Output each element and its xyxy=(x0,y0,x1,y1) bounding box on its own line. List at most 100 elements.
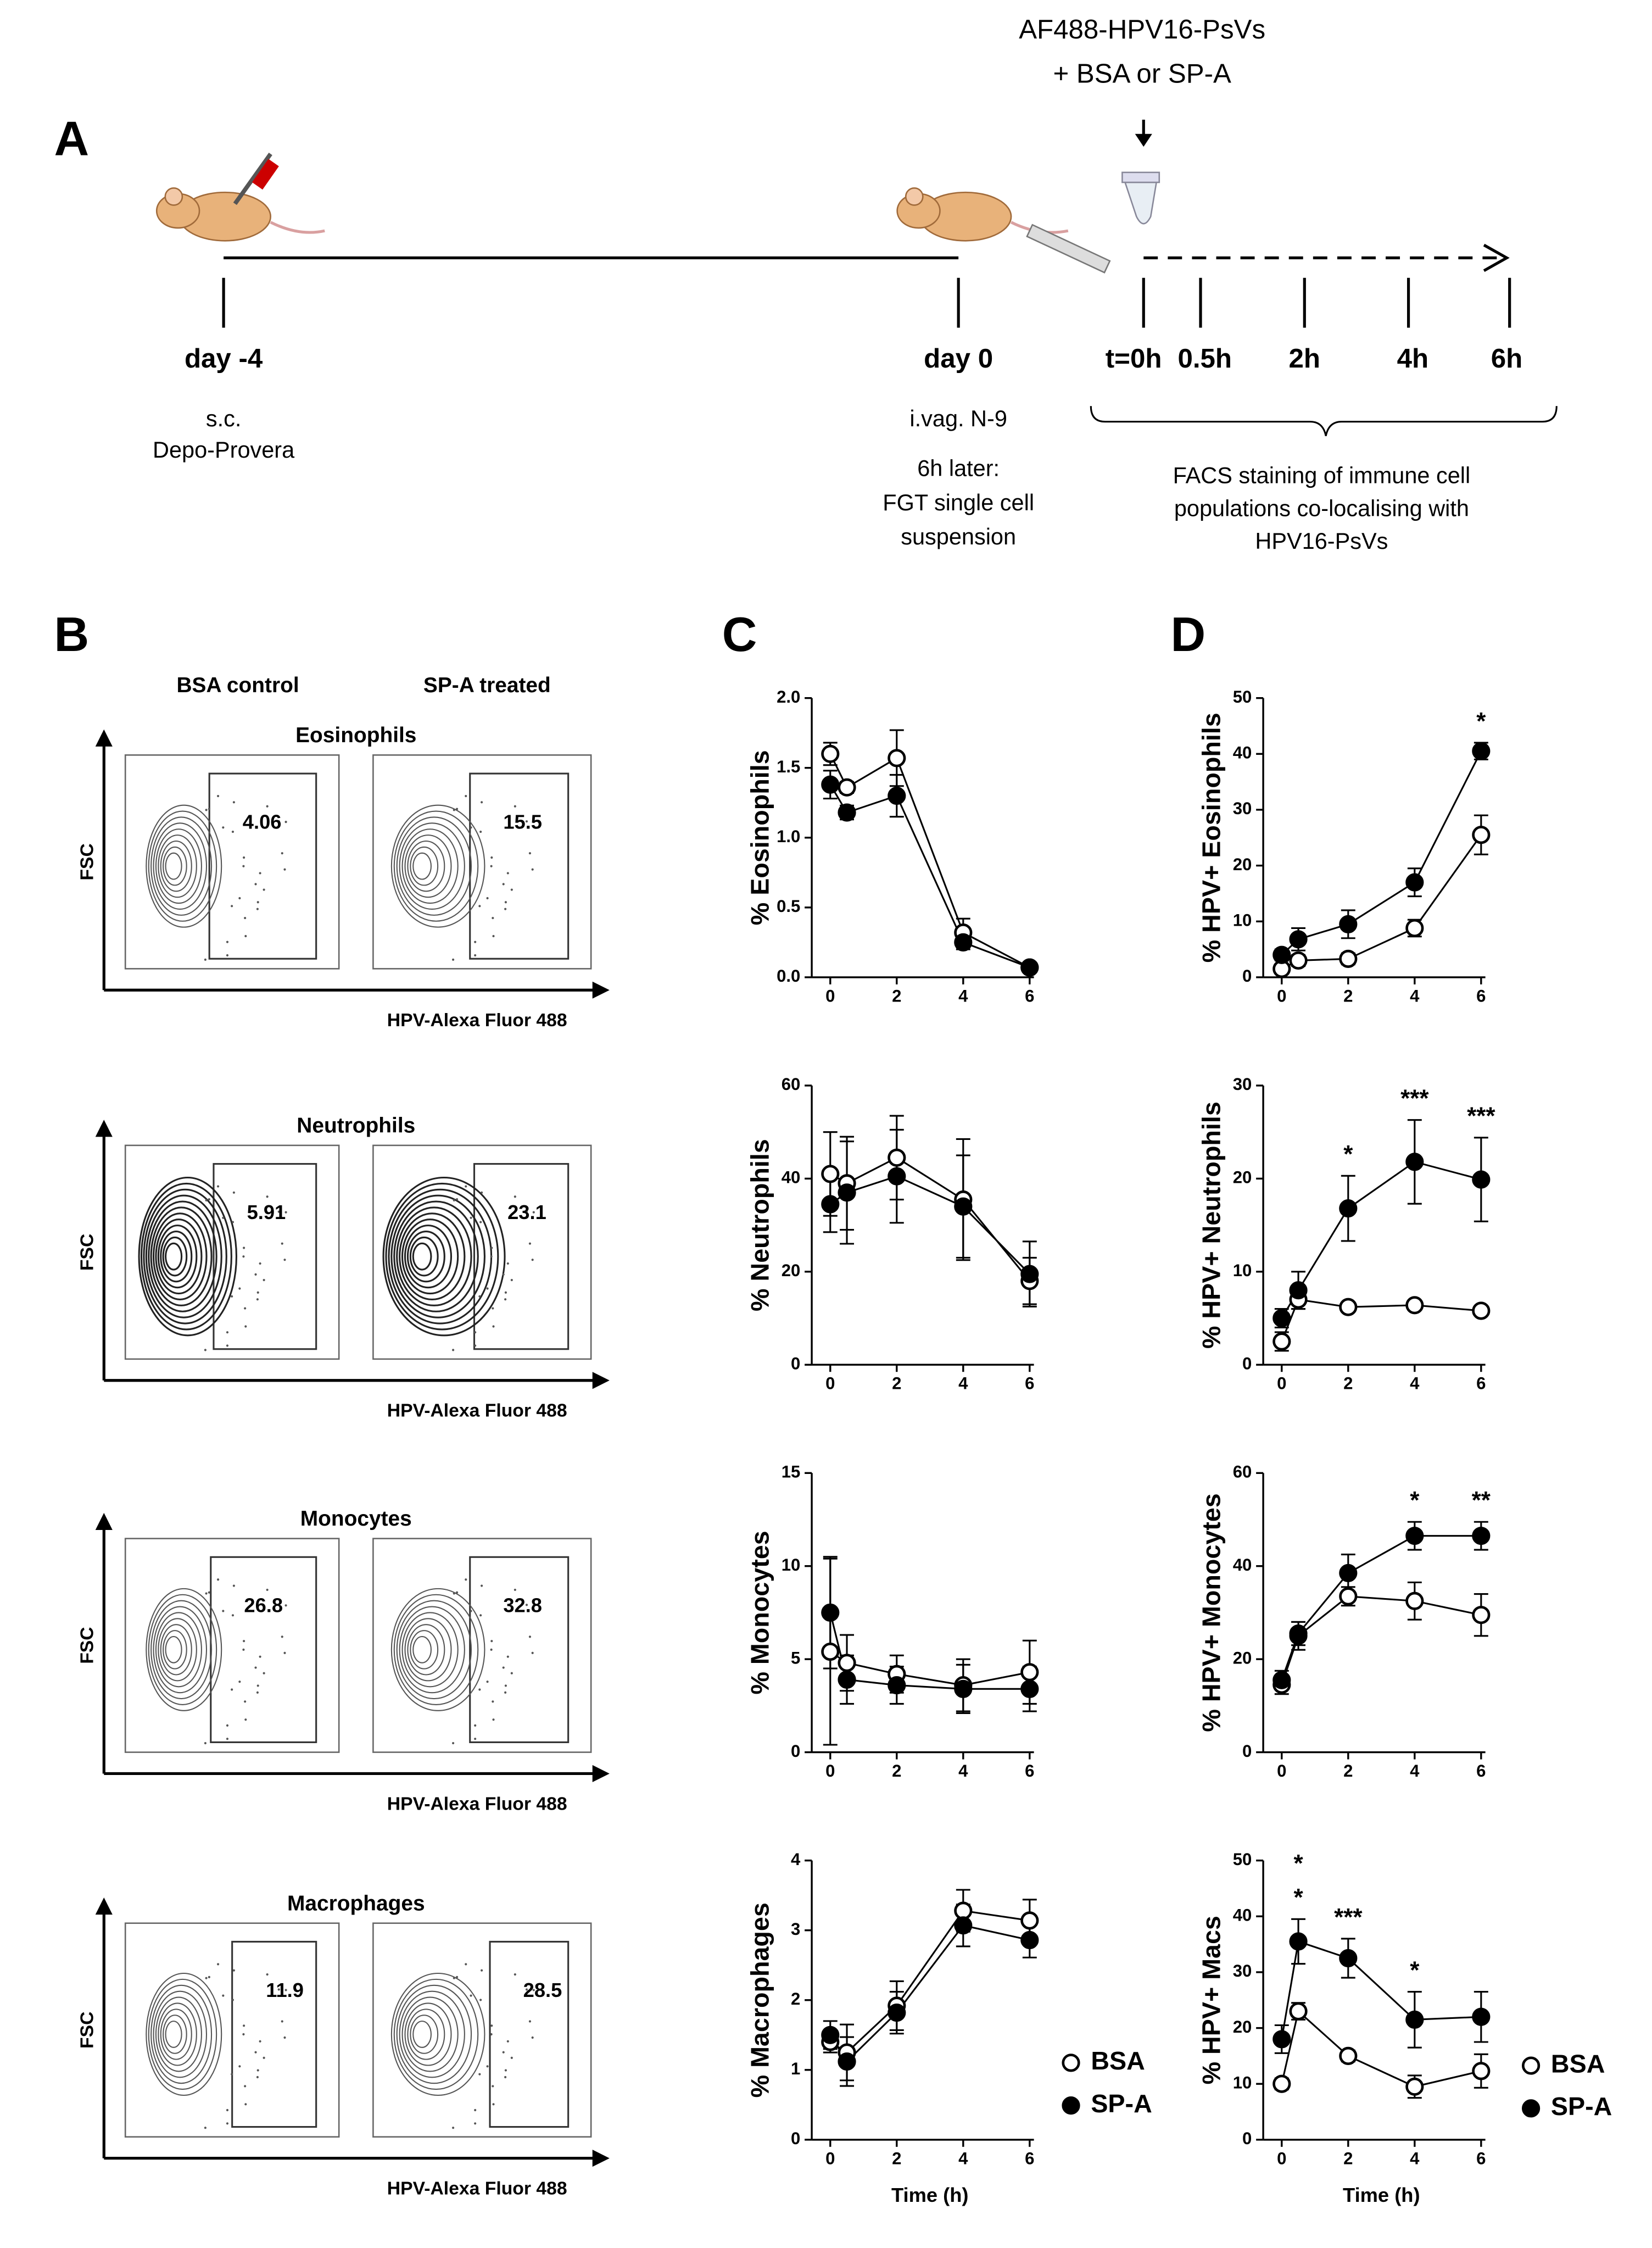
marker xyxy=(821,1603,840,1622)
event-dot xyxy=(204,1349,206,1351)
y-tick-label: 10 xyxy=(1233,2073,1252,2092)
note: i.vag. N-9 xyxy=(909,405,1007,431)
marker xyxy=(838,1670,856,1689)
event-dot xyxy=(244,2085,247,2088)
marker xyxy=(1472,1527,1491,1545)
contour xyxy=(148,810,217,922)
x-label: HPV-Alexa Fluor 488 xyxy=(387,1400,567,1421)
y-tick-label: 30 xyxy=(1233,799,1252,818)
note: HPV16-PsVs xyxy=(1255,528,1388,554)
axis-arrow xyxy=(592,1372,610,1389)
row-title: Neutrophils xyxy=(297,1114,415,1137)
axis-arrow xyxy=(95,729,113,747)
marker xyxy=(954,1197,973,1216)
event-dot xyxy=(492,2103,495,2106)
marker xyxy=(1273,1309,1291,1328)
event-dot xyxy=(532,1604,535,1607)
y-tick-label: 30 xyxy=(1233,1961,1252,1980)
contour xyxy=(407,2008,445,2060)
x-tick-label: 2 xyxy=(1343,986,1353,1005)
event-dot xyxy=(277,1604,280,1606)
event-dot xyxy=(490,1247,493,1249)
contour xyxy=(393,810,479,922)
gate-value: 23.1 xyxy=(507,1201,546,1223)
y-axis-label: % Monocytes xyxy=(746,1531,774,1694)
contour xyxy=(160,1230,193,1283)
x-tick-label: 0 xyxy=(825,986,835,1005)
contour xyxy=(390,1588,485,1711)
x-tick-label: 0 xyxy=(825,2149,835,2168)
event-dot xyxy=(486,897,489,900)
row-title: Macrophages xyxy=(287,1891,425,1915)
marker xyxy=(888,1167,906,1186)
event-dot xyxy=(492,934,495,938)
significance: *** xyxy=(1467,1103,1495,1129)
event-dot xyxy=(256,2069,259,2072)
contour xyxy=(157,1225,198,1289)
event-dot xyxy=(479,1614,482,1617)
contour xyxy=(143,1188,227,1325)
event-dot xyxy=(486,2065,489,2068)
contour xyxy=(160,840,192,892)
event-dot xyxy=(263,888,265,891)
event-dot xyxy=(283,2036,286,2039)
column-header: SP-A treated xyxy=(423,674,551,697)
x-tick-label: 6 xyxy=(1025,1761,1034,1780)
column-header: BSA control xyxy=(176,674,299,697)
x-tick-label: 6 xyxy=(1025,2149,1034,2168)
contour xyxy=(155,1612,202,1688)
event-dot xyxy=(525,1210,528,1213)
series-line xyxy=(829,1651,1030,1687)
gate xyxy=(210,1556,317,1743)
axis-arrow xyxy=(95,1512,113,1531)
marker xyxy=(1273,945,1291,964)
event-dot xyxy=(528,852,532,855)
event-dot xyxy=(254,883,257,886)
event-dot xyxy=(284,821,287,823)
event-dot xyxy=(244,1700,247,1703)
event-dot xyxy=(216,1185,220,1188)
event-dot xyxy=(514,805,516,808)
contour xyxy=(165,1242,183,1271)
legend-label: BSA xyxy=(1091,2046,1145,2075)
x-tick-label: 0 xyxy=(825,1761,835,1780)
contour xyxy=(396,1600,472,1700)
contour xyxy=(163,846,187,886)
event-dot xyxy=(226,1344,229,1347)
note: suspension xyxy=(901,524,1016,549)
significance: * xyxy=(1293,1850,1303,1877)
significance: * xyxy=(1476,708,1486,735)
event-dot xyxy=(244,1307,247,1310)
contour xyxy=(404,1618,452,1682)
x-tick-label: 2 xyxy=(892,2149,901,2168)
event-dot xyxy=(504,1691,507,1694)
event-dot xyxy=(492,2085,494,2088)
event-dot xyxy=(465,1963,467,1966)
x-tick-label: 0 xyxy=(1277,2149,1286,2168)
event-dot xyxy=(277,820,280,823)
event-dot xyxy=(231,2073,233,2075)
event-dot xyxy=(254,2051,257,2054)
event-dot xyxy=(244,917,247,920)
note: 6h later: xyxy=(917,455,1000,481)
marker xyxy=(1020,1663,1039,1682)
legend-label: BSA xyxy=(1551,2049,1605,2078)
event-dot xyxy=(231,1295,233,1298)
x-tick-label: 2 xyxy=(892,1761,901,1780)
x-tick-label: 2 xyxy=(1343,1374,1353,1393)
event-dot xyxy=(514,1588,516,1592)
mouse-icon xyxy=(155,152,325,242)
gate xyxy=(213,1163,317,1350)
contour xyxy=(401,1218,459,1295)
significance: * xyxy=(1343,1141,1353,1168)
event-dot xyxy=(465,1578,467,1581)
contour xyxy=(410,2015,439,2054)
panel-letter: C xyxy=(722,607,757,661)
event-dot xyxy=(208,1976,210,1978)
event-dot xyxy=(510,1672,513,1674)
contour xyxy=(150,1206,213,1306)
contour xyxy=(390,1194,485,1318)
y-tick-label: 50 xyxy=(1233,1850,1252,1869)
plot-frame xyxy=(124,1922,340,2138)
event-dot xyxy=(232,1191,235,1194)
